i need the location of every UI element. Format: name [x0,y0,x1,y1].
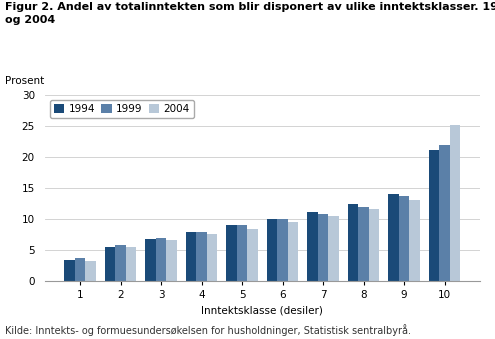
Bar [409,200,420,281]
Bar [237,225,248,281]
Bar [75,258,86,281]
Bar [105,246,115,281]
Bar [369,209,379,281]
Bar [267,219,277,281]
Bar [277,219,288,281]
Bar [388,194,399,281]
Bar [146,239,156,281]
Text: Kilde: Inntekts- og formuesundersøkelsen for husholdninger, Statistisk sentralby: Kilde: Inntekts- og formuesundersøkelsen… [5,324,411,336]
Bar [439,145,450,281]
Bar [126,246,137,281]
Bar [86,261,96,281]
Bar [207,234,217,281]
Text: Prosent: Prosent [5,77,44,86]
Bar [197,232,207,281]
Bar [226,225,237,281]
Bar [288,222,298,281]
Bar [450,125,460,281]
Legend: 1994, 1999, 2004: 1994, 1999, 2004 [50,100,194,118]
Bar [328,216,339,281]
Bar [358,207,369,281]
Bar [186,232,197,281]
Bar [64,260,75,281]
Bar [429,149,439,281]
Bar [307,212,318,281]
Bar [166,240,177,281]
Bar [348,204,358,281]
Text: Figur 2. Andel av totalinntekten som blir disponert av ulike inntektsklasser. 19: Figur 2. Andel av totalinntekten som bli… [5,2,495,12]
Text: og 2004: og 2004 [5,15,55,25]
Bar [318,214,328,281]
Bar [399,196,409,281]
X-axis label: Inntektsklasse (desiler): Inntektsklasse (desiler) [201,306,323,316]
Bar [115,245,126,281]
Bar [156,239,166,281]
Bar [248,228,258,281]
